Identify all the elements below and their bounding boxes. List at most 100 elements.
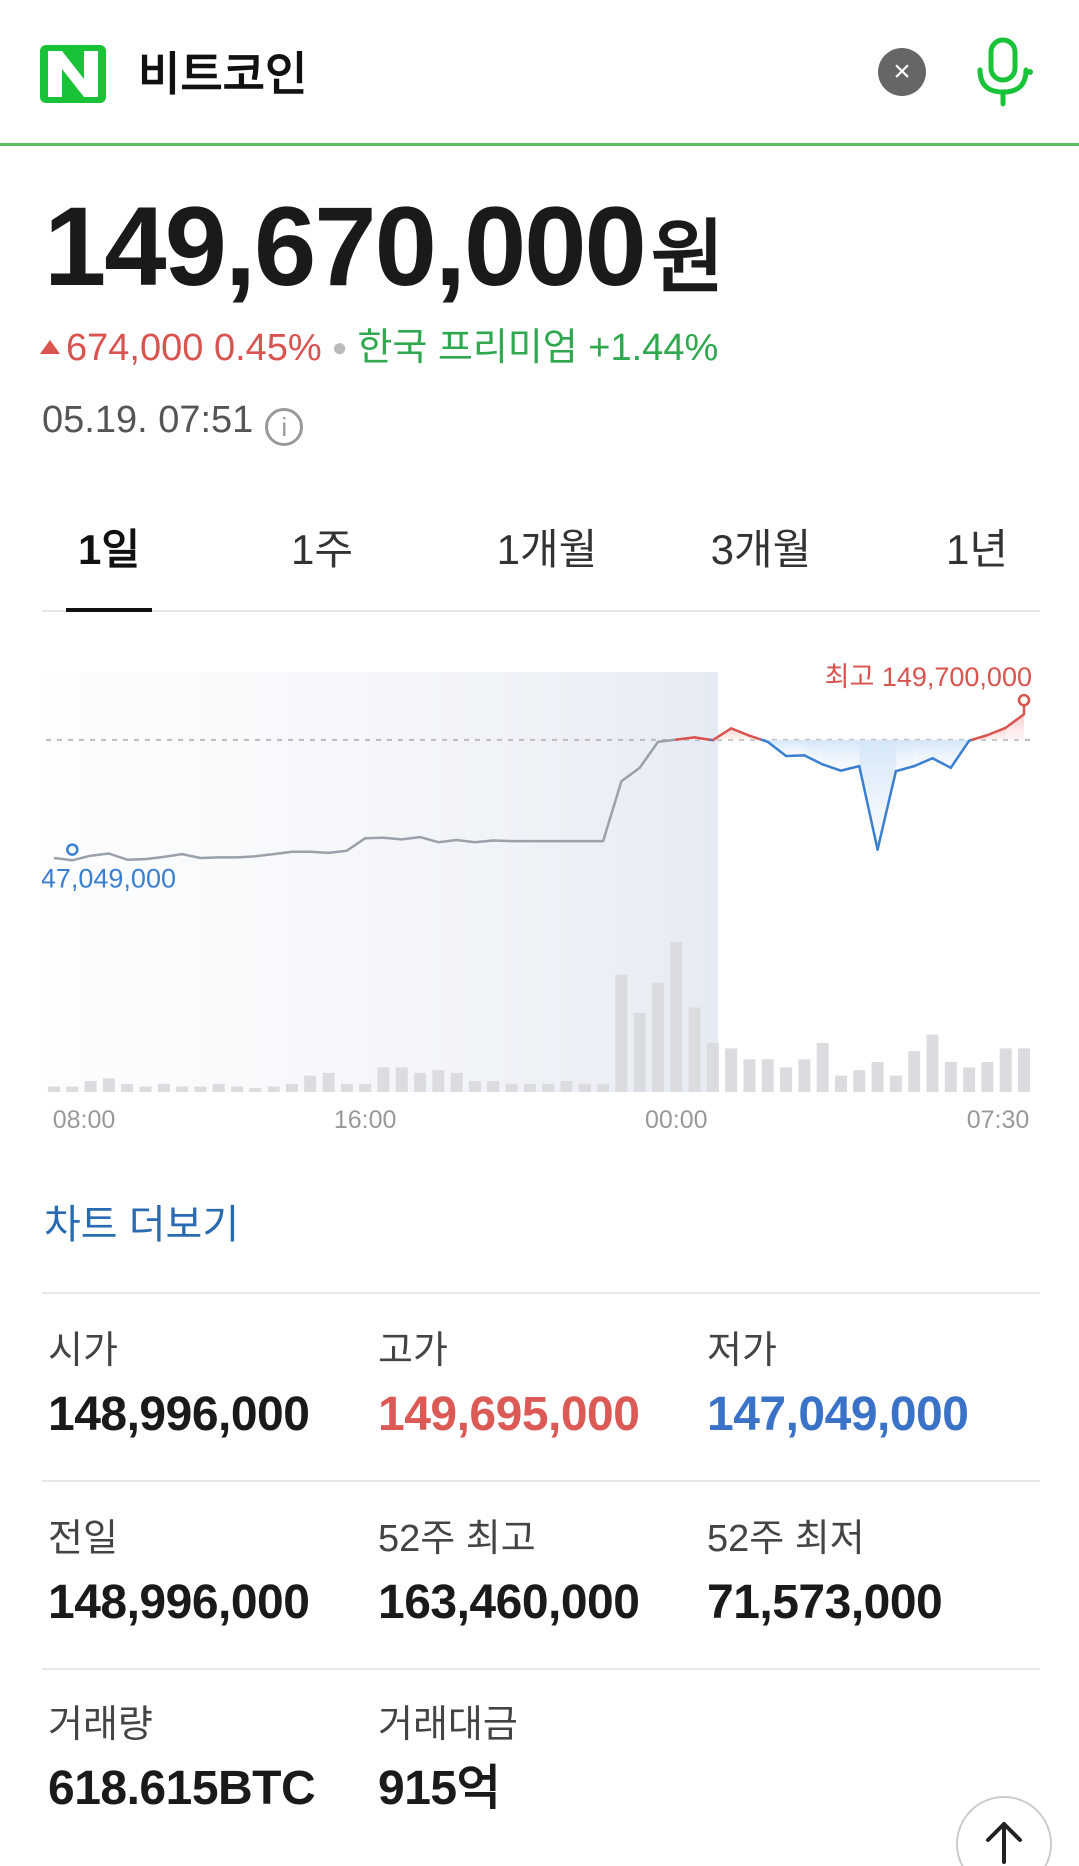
volume-bar [706, 1042, 719, 1092]
volume-bar [944, 1062, 957, 1092]
stat-value: 618.615BTC [48, 1762, 316, 1815]
volume-bar [651, 982, 664, 1092]
volume-bar [48, 1086, 60, 1092]
volume-bar [542, 1083, 555, 1092]
volume-bar [889, 1075, 902, 1092]
volume-bar [963, 1067, 976, 1092]
change-amount: 674,000 [66, 327, 204, 369]
x-tick-label: 08:00 [53, 1106, 116, 1134]
stat-value: 148,996,000 [48, 1576, 310, 1629]
price-chart[interactable]: 최고 149,700,000 최저 147,049,000 08:0016:000… [0, 660, 1042, 1140]
volume-bar [597, 1083, 610, 1092]
change-percent: 0.45% [213, 327, 322, 369]
chart-markers: 최고 149,700,000 최저 147,049,000 [0, 662, 1032, 894]
separator-dot: ● [331, 332, 348, 362]
change-fill [804, 739, 823, 765]
volume-bar [853, 1070, 866, 1092]
today-price-segment [931, 756, 953, 770]
volume-bar [322, 1072, 335, 1092]
price-value: 149,670,000 [44, 184, 647, 309]
today-price-segment [876, 769, 898, 851]
volume-bar [468, 1081, 481, 1092]
volume-bar [139, 1086, 152, 1092]
stat-value: 71,573,000 [707, 1576, 943, 1629]
today-price-segment [748, 734, 764, 742]
mic-icon[interactable] [972, 36, 1034, 108]
x-axis-ticks: 08:00 16:00 00:00 07:30 [53, 1106, 1030, 1134]
korea-premium: 한국 프리미엄 +1.44% [357, 327, 718, 369]
today-price-segment [839, 764, 861, 772]
volume-bar [395, 1067, 408, 1092]
volume-bar [578, 1083, 591, 1092]
volume-bar [999, 1048, 1012, 1092]
volume-bar [725, 1048, 738, 1092]
search-header: 비트코인 × [0, 0, 1079, 146]
change-fill [822, 739, 841, 771]
tab-1w[interactable]: 1주 [291, 526, 353, 573]
volume-bar [377, 1067, 390, 1092]
today-price-segment [858, 764, 879, 851]
period-tabs: 1일 1주 1개월 3개월 1년 [42, 520, 1040, 612]
volume-bar [176, 1086, 189, 1092]
stat-volume: 거래량 618.615BTC [48, 1700, 316, 1820]
volume-bar [633, 1012, 646, 1092]
today-price-segment [986, 726, 1007, 737]
today-price-segment [712, 727, 733, 742]
high-marker [1017, 693, 1031, 707]
x-tick-label: 07:30 [967, 1106, 1030, 1134]
clear-search-button[interactable]: × [878, 48, 926, 96]
volume-bar [816, 1042, 829, 1092]
volume-bar [450, 1072, 463, 1092]
search-input[interactable]: 비트코인 [138, 48, 308, 100]
stat-low: 저가 147,049,000 [707, 1326, 969, 1446]
stat-value: 149,695,000 [378, 1388, 640, 1441]
change-fill [859, 739, 878, 850]
volume-bar [615, 974, 628, 1092]
chart-svg: 최고 149,700,000 최저 147,049,000 08:0016:000… [0, 662, 1032, 1134]
section-divider [42, 1292, 1040, 1294]
past-price-line [53, 738, 677, 862]
price-unit: 원 [650, 213, 725, 302]
volume-bar [780, 1067, 793, 1092]
low-label: 최저 147,049,000 [42, 864, 176, 894]
tab-1d[interactable]: 1일 [78, 526, 140, 573]
volume-bar [414, 1072, 427, 1092]
today-price-segment [1004, 713, 1026, 730]
tab-1y[interactable]: 1년 [946, 526, 1008, 573]
high-label: 최고 149,700,000 [825, 662, 1032, 692]
today-price-segment [729, 727, 751, 737]
volume-bar [670, 942, 683, 1092]
change-fill [877, 739, 896, 850]
volume-bar [523, 1083, 536, 1092]
naver-logo[interactable] [40, 45, 106, 103]
today-price-segment [675, 736, 696, 741]
price-change: 674,000 0.45% [40, 327, 322, 369]
stat-value: 915억 [378, 1762, 501, 1815]
volume-bar [231, 1086, 244, 1092]
today-price-segment [821, 763, 843, 772]
stat-value: 148,996,000 [48, 1388, 310, 1441]
stat-52w-high: 52주 최고 163,460,000 [378, 1514, 640, 1634]
low-marker [66, 843, 79, 856]
volume-bar [432, 1070, 445, 1092]
stat-row-divider [42, 1480, 1040, 1482]
volume-bar [834, 1075, 847, 1092]
volume-bar [981, 1062, 994, 1092]
volume-bar [1018, 1048, 1030, 1092]
current-price: 149,670,000원 [44, 182, 725, 323]
stat-label: 시가 [48, 1330, 118, 1372]
past-period-shading [46, 672, 718, 1092]
tab-1m[interactable]: 1개월 [496, 526, 598, 573]
stat-row-divider [42, 1668, 1040, 1670]
info-icon[interactable]: i [265, 408, 304, 446]
volume-bar [340, 1083, 353, 1092]
scroll-top-button[interactable] [956, 1796, 1052, 1866]
today-price-segment [803, 754, 824, 766]
up-triangle-icon [40, 340, 60, 354]
tab-3m[interactable]: 3개월 [710, 526, 812, 573]
volume-bar [121, 1083, 134, 1092]
volume-bar [212, 1083, 225, 1092]
chart-more-link[interactable]: 차트 더보기 [44, 1203, 240, 1247]
volume-bar [304, 1075, 317, 1092]
